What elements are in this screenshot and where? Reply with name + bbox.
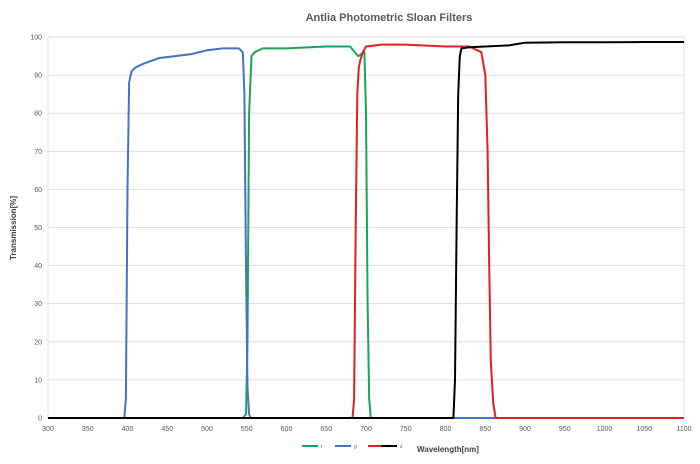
x-tick-label: 950	[559, 426, 571, 433]
series-line-i	[48, 43, 684, 419]
y-tick-label: 40	[34, 263, 42, 270]
y-tick-label: 70	[34, 149, 42, 156]
y-tick-label: 20	[34, 339, 42, 346]
y-tick-label: 60	[34, 187, 42, 194]
y-tick-label: 80	[34, 111, 42, 118]
x-tick-label: 900	[519, 426, 531, 433]
series-line-g	[48, 47, 684, 419]
x-tick-label: 550	[241, 426, 253, 433]
x-tick-label: 700	[360, 426, 372, 433]
x-tick-label: 350	[82, 426, 94, 433]
legend: rgiz	[302, 444, 403, 450]
series-line-z	[48, 41, 684, 419]
series-group	[48, 41, 684, 419]
x-tick-label: 1050	[636, 426, 652, 433]
series-line-r	[48, 45, 684, 419]
x-tick-label: 650	[320, 426, 332, 433]
x-tick-label: 800	[440, 426, 452, 433]
chart-title: Antlia Photometric Sloan Filters	[306, 12, 473, 24]
x-axis-label: Wavelength[nm]	[417, 445, 479, 454]
x-tick-label: 1100	[676, 426, 691, 433]
x-tick-label: 400	[122, 426, 134, 433]
x-tick-label: 1000	[597, 426, 613, 433]
y-tick-label: 10	[34, 377, 42, 384]
y-tick-label: 50	[34, 225, 42, 232]
x-tick-label: 600	[281, 426, 293, 433]
y-axis-ticks: 0 10 20 30 40 50 60 70 80 90 100	[30, 35, 42, 423]
y-axis-label: Transmission[%]	[9, 196, 18, 260]
x-tick-label: 750	[400, 426, 412, 433]
x-tick-label: 500	[201, 426, 213, 433]
y-tick-label: 90	[34, 73, 42, 80]
x-tick-label: 450	[161, 426, 173, 433]
legend-label-r: r	[321, 444, 323, 450]
x-tick-label: 850	[479, 426, 491, 433]
y-tick-label: 100	[30, 35, 42, 42]
y-tick-label: 0	[38, 416, 42, 423]
x-tick-label: 300	[42, 426, 54, 433]
y-tick-label: 30	[34, 301, 42, 308]
legend-label-g: g	[354, 444, 357, 450]
legend-label-z: z	[400, 444, 403, 450]
x-axis-ticks: 300 350 400 450 500 550 600 650 700 750 800 850 900 9…	[42, 426, 691, 433]
